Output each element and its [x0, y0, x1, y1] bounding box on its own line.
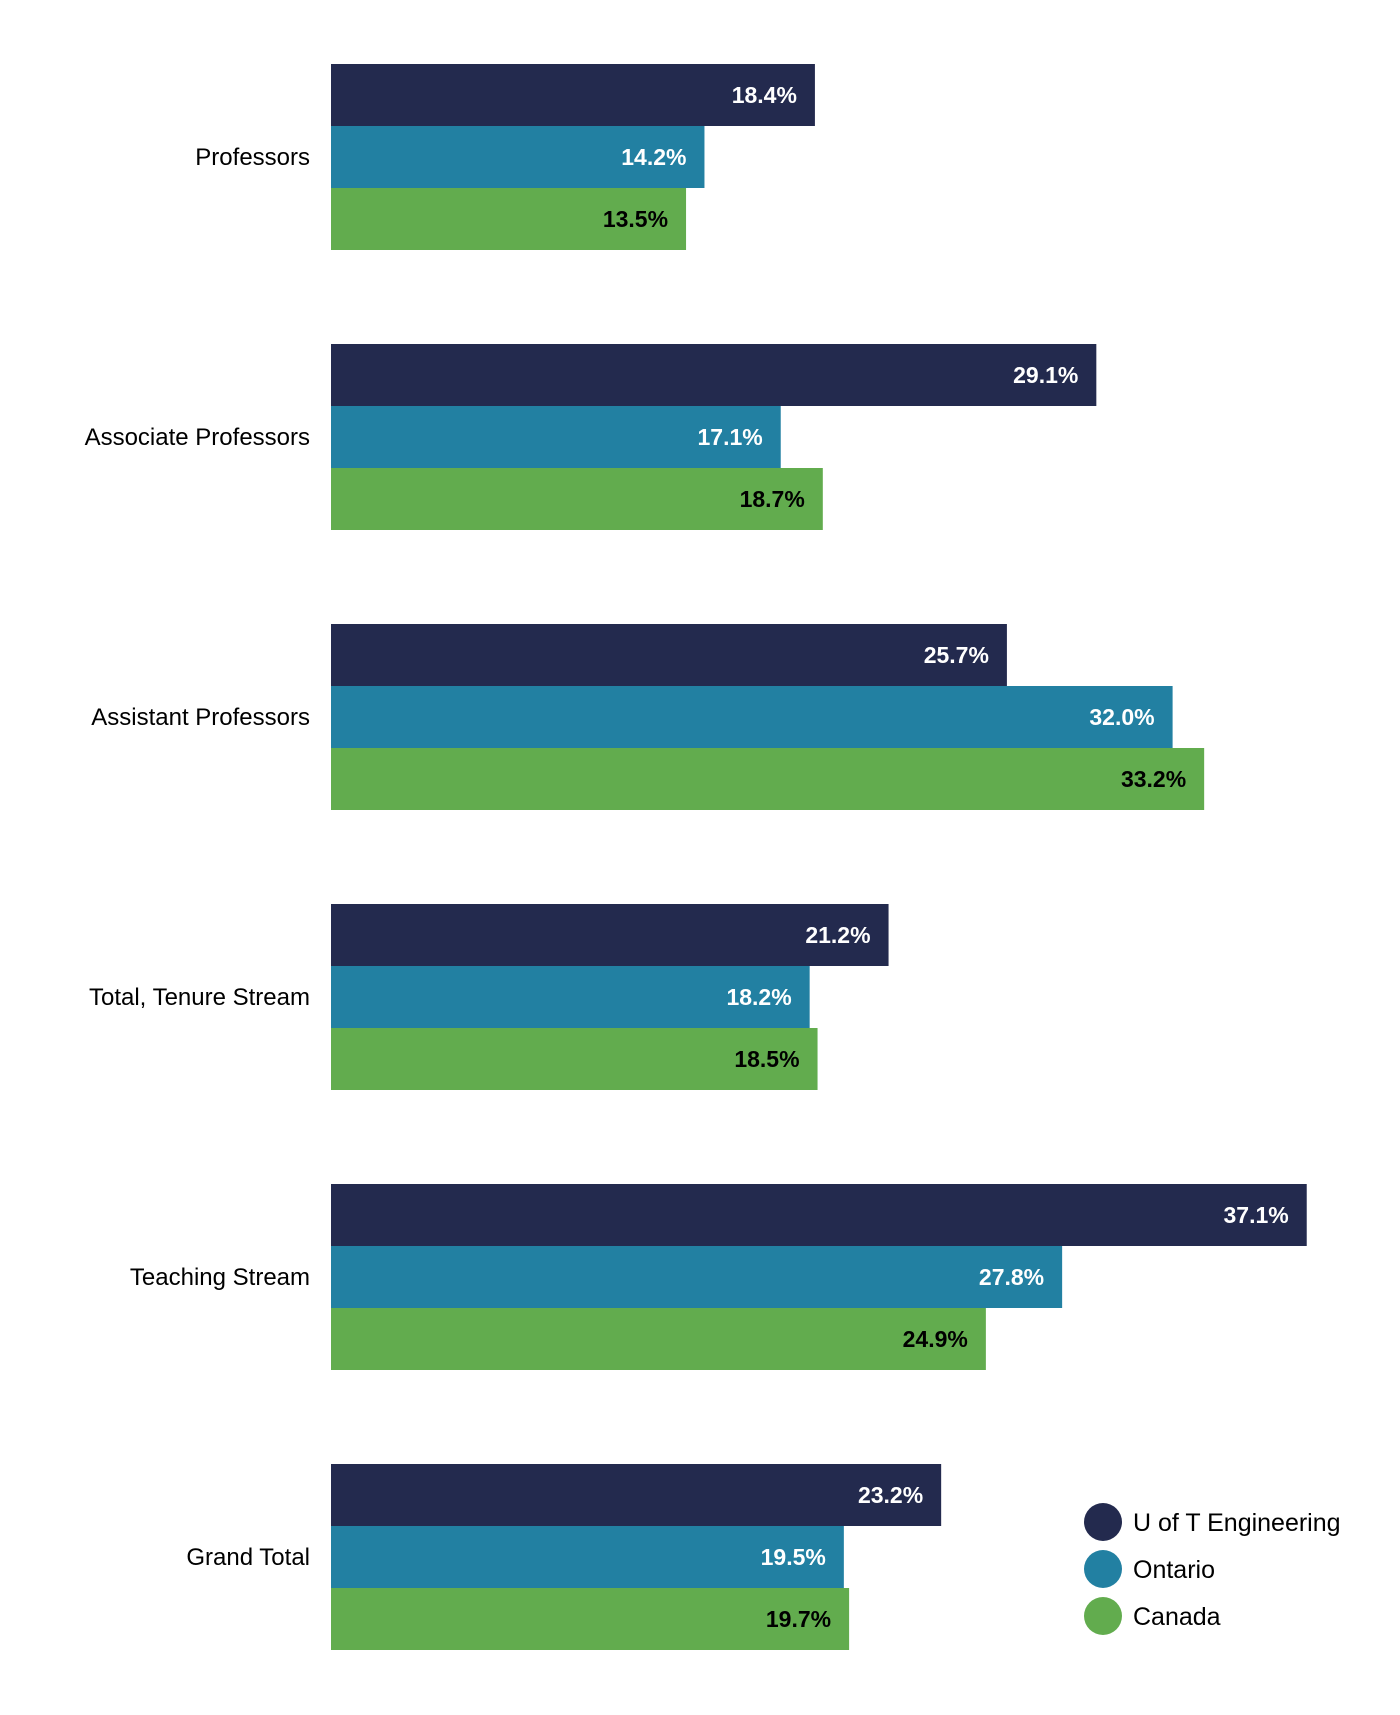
- value-label-canada-grand-total: 19.7%: [766, 1606, 831, 1632]
- category-labels: Professors Associate Professors Assistant …: [85, 144, 310, 1571]
- category-label-professors: Professors: [195, 144, 310, 171]
- legend-marker-u-of-t-engineering: [1084, 1503, 1122, 1541]
- bar-u-of-t-engineering-grand-total: [331, 1464, 942, 1526]
- value-label-ontario-associate-professors: 17.1%: [698, 424, 763, 450]
- category-label-teaching-stream: Teaching Stream: [130, 1264, 310, 1291]
- legend-label-canada: Canada: [1133, 1603, 1221, 1631]
- bar-ontario-teaching-stream: [331, 1246, 1063, 1308]
- bar-ontario-total-tenure-stream: [331, 966, 810, 1028]
- value-label-canada-teaching-stream: 24.9%: [903, 1326, 968, 1352]
- bar-canada-associate-professors: [331, 468, 823, 530]
- bar-u-of-t-engineering-teaching-stream: [331, 1184, 1307, 1246]
- bar-canada-professors: [331, 188, 687, 250]
- value-label-u-of-t-engineering-professors: 18.4%: [732, 82, 797, 108]
- value-label-ontario-grand-total: 19.5%: [761, 1544, 826, 1570]
- bar-ontario-grand-total: [331, 1526, 844, 1588]
- legend-label-ontario: Ontario: [1133, 1556, 1215, 1584]
- value-label-u-of-t-engineering-total-tenure-stream: 21.2%: [805, 922, 870, 948]
- category-label-grand-total: Grand Total: [186, 1544, 310, 1571]
- value-labels: 18.4% 14.2% 13.5% 29.1% 17.1% 18.7% 25.7% 32.0%…: [603, 82, 1289, 1632]
- legend-marker-ontario: [1084, 1550, 1122, 1588]
- legend: U of T Engineering Ontario Canada: [1084, 1503, 1341, 1635]
- value-label-u-of-t-engineering-associate-professors: 29.1%: [1013, 362, 1078, 388]
- bar-ontario-professors: [331, 126, 705, 188]
- value-label-canada-total-tenure-stream: 18.5%: [734, 1046, 799, 1072]
- bar-ontario-associate-professors: [331, 406, 781, 468]
- bar-canada-grand-total: [331, 1588, 850, 1650]
- bar-ontario-assistant-professors: [331, 686, 1173, 748]
- category-label-total-tenure-stream: Total, Tenure Stream: [89, 984, 310, 1011]
- value-label-u-of-t-engineering-assistant-professors: 25.7%: [924, 642, 989, 668]
- bar-canada-teaching-stream: [331, 1308, 986, 1370]
- value-label-u-of-t-engineering-teaching-stream: 37.1%: [1224, 1202, 1289, 1228]
- legend-label-u-of-t-engineering: U of T Engineering: [1133, 1509, 1341, 1537]
- bar-canada-assistant-professors: [331, 748, 1205, 810]
- value-label-canada-professors: 13.5%: [603, 206, 668, 232]
- bar-u-of-t-engineering-total-tenure-stream: [331, 904, 889, 966]
- category-label-assistant-professors: Assistant Professors: [91, 704, 310, 731]
- bar-u-of-t-engineering-professors: [331, 64, 815, 126]
- bar-canada-total-tenure-stream: [331, 1028, 818, 1090]
- category-label-associate-professors: Associate Professors: [85, 424, 310, 451]
- value-label-canada-associate-professors: 18.7%: [740, 486, 805, 512]
- value-label-ontario-assistant-professors: 32.0%: [1089, 704, 1154, 730]
- bar-u-of-t-engineering-assistant-professors: [331, 624, 1007, 686]
- value-label-ontario-teaching-stream: 27.8%: [979, 1264, 1044, 1290]
- value-label-ontario-total-tenure-stream: 18.2%: [726, 984, 791, 1010]
- value-label-canada-assistant-professors: 33.2%: [1121, 766, 1186, 792]
- bar-u-of-t-engineering-associate-professors: [331, 344, 1097, 406]
- value-label-ontario-professors: 14.2%: [621, 144, 686, 170]
- bars-group: [331, 64, 1307, 1650]
- value-label-u-of-t-engineering-grand-total: 23.2%: [858, 1482, 923, 1508]
- legend-marker-canada: [1084, 1597, 1122, 1635]
